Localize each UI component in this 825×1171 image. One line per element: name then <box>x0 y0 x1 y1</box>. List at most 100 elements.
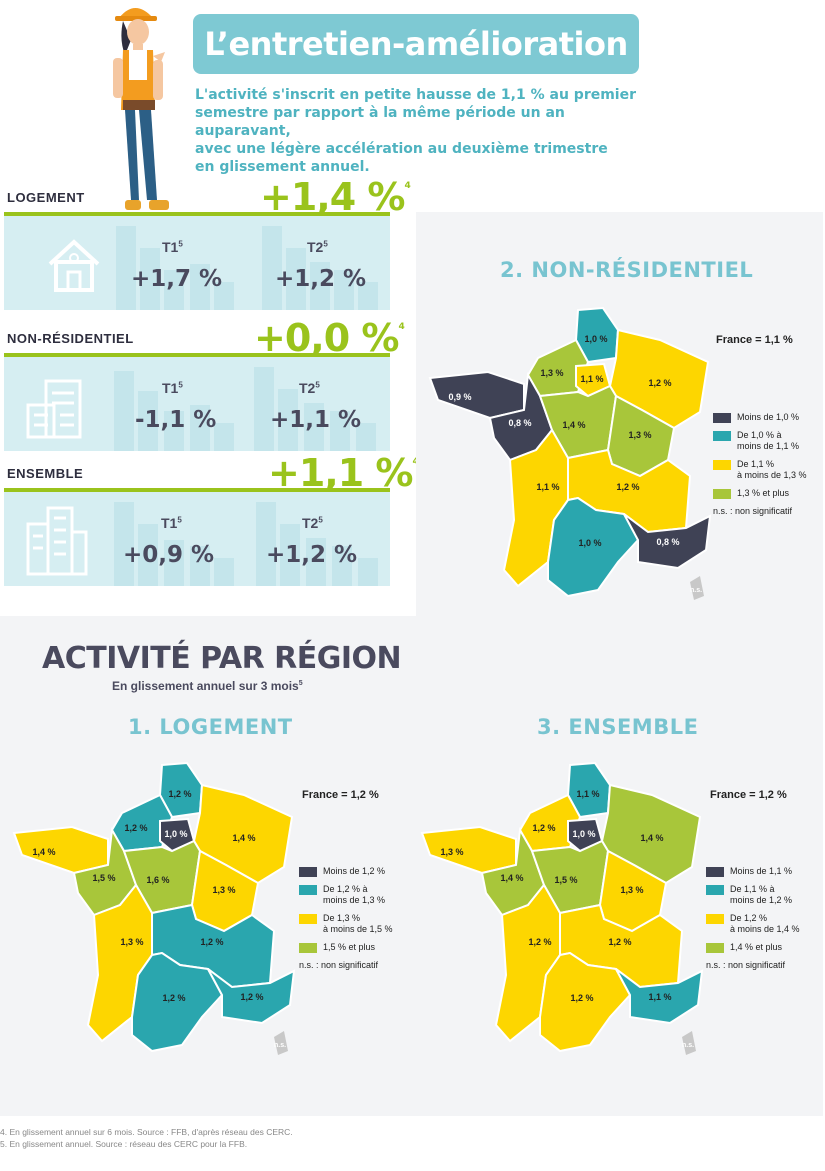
kpi-divider <box>4 353 390 357</box>
region-value-idf: 1,1 % <box>580 374 603 384</box>
region-bre <box>428 370 525 420</box>
corsica-label: n.s. <box>690 587 702 594</box>
legend-swatch <box>706 885 724 895</box>
corsica-label: n.s. <box>274 1042 286 1049</box>
legend-label: De 1,1 % à moins de 1,2 % <box>730 884 793 905</box>
t1-value: -1,1 % <box>135 407 217 433</box>
t1-value: +1,7 % <box>131 266 223 292</box>
region-value-ge: 1,4 % <box>232 833 255 843</box>
section-subtitle: En glissement annuel sur 3 mois5 <box>112 679 303 693</box>
city-buildings-icon <box>26 506 88 576</box>
france-map-nonres: 1,0 % 1,3 % 1,1 % 1,2 % 0,9 % 0,8 % 1,4 % 1,3 %… <box>428 306 712 600</box>
region-value-nor: 1,2 % <box>532 823 555 833</box>
legend-item: 1,4 % et plus <box>706 942 816 953</box>
legend-label: Moins de 1,0 % <box>737 412 800 422</box>
region-value-bfc: 1,3 % <box>628 430 651 440</box>
legend-swatch <box>299 867 317 877</box>
region-value-bre: 1,3 % <box>440 847 463 857</box>
map-title-ensemble: 3. ENSEMBLE <box>537 715 699 739</box>
region-value-na: 1,3 % <box>120 937 143 947</box>
region-occ <box>131 951 224 1053</box>
region-value-ge: 1,4 % <box>640 833 663 843</box>
legend-swatch <box>713 460 731 470</box>
region-bre <box>420 825 517 875</box>
kpi-label-ensemble: ENSEMBLE <box>7 466 84 481</box>
kpi-label-logement: LOGEMENT <box>7 190 85 205</box>
legend-label: Moins de 1,1 % <box>730 866 793 876</box>
region-paca <box>207 968 296 1025</box>
legend-ensemble: Moins de 1,1 % De 1,1 % à moins de 1,2 % De… <box>706 866 816 970</box>
office-building-icon <box>26 379 82 439</box>
legend-swatch <box>713 413 731 423</box>
region-bre <box>12 825 109 875</box>
intro-text: L'activité s'inscrit en petite hausse de… <box>195 87 636 175</box>
t1-label: T15 <box>162 380 183 396</box>
section-title: ACTIVITÉ PAR RÉGION <box>42 641 402 676</box>
legend-label: 1,4 % et plus <box>730 942 783 952</box>
region-value-hdf: 1,2 % <box>168 789 191 799</box>
t1-label: T15 <box>161 515 182 531</box>
region-value-na: 1,1 % <box>536 482 559 492</box>
kpi-divider <box>4 212 390 216</box>
region-value-pdl: 1,5 % <box>92 873 115 883</box>
legend-item: Moins de 1,2 % <box>299 866 409 877</box>
map-title-nonres: 2. NON-RÉSIDENTIEL <box>500 258 754 282</box>
region-paca <box>623 513 712 570</box>
legend-label: De 1,1 % à moins de 1,3 % <box>737 459 807 480</box>
legend-item: 1,3 % et plus <box>713 488 818 499</box>
legend-item: De 1,2 % à moins de 1,4 % <box>706 913 816 935</box>
legend-label: 1,3 % et plus <box>737 488 790 498</box>
region-occ <box>547 496 640 598</box>
region-value-hdf: 1,1 % <box>576 789 599 799</box>
kpi-value-logement: +1,4 %4 <box>260 175 411 219</box>
legend-item: De 1,2 % à moins de 1,3 % <box>299 884 409 906</box>
region-value-ara: 1,2 % <box>608 937 631 947</box>
legend-ns-note: n.s. : non significatif <box>713 506 793 516</box>
legend-label: Moins de 1,2 % <box>323 866 386 876</box>
corsica <box>274 1031 288 1055</box>
region-value-cvl: 1,6 % <box>146 875 169 885</box>
legend-swatch <box>713 431 731 441</box>
map-title-logement: 1. LOGEMENT <box>128 715 293 739</box>
corsica <box>690 576 704 600</box>
t2-value: +1,2 % <box>275 266 367 292</box>
region-paca <box>615 968 704 1025</box>
region-value-nor: 1,2 % <box>124 823 147 833</box>
t2-label: T25 <box>302 515 323 531</box>
region-value-paca: 1,2 % <box>240 992 263 1002</box>
kpi-value-nonres: +0,0 %4 <box>254 316 405 360</box>
corsica-label: n.s. <box>682 1042 694 1049</box>
region-value-pdl: 0,8 % <box>508 418 531 428</box>
page-title: L’entretien-amélioration <box>193 14 639 74</box>
region-value-paca: 0,8 % <box>656 537 679 547</box>
region-value-bfc: 1,3 % <box>212 885 235 895</box>
legend-item: De 1,0 % à moins de 1,1 % <box>713 430 818 452</box>
region-value-cvl: 1,5 % <box>554 875 577 885</box>
france-map-ensemble: 1,1 % 1,2 % 1,0 % 1,4 % 1,3 % 1,4 % 1,5 % 1,3 %… <box>420 761 704 1055</box>
legend-item: De 1,1 % à moins de 1,3 % <box>713 459 818 481</box>
region-value-paca: 1,1 % <box>648 992 671 1002</box>
region-value-idf: 1,0 % <box>572 829 595 839</box>
legend-swatch <box>706 914 724 924</box>
legend-ns-note: n.s. : non significatif <box>299 960 379 970</box>
legend-swatch <box>706 867 724 877</box>
corsica <box>682 1031 696 1055</box>
legend-label: De 1,0 % à moins de 1,1 % <box>737 430 800 451</box>
t2-value: +1,1 % <box>270 407 362 433</box>
france-average-logement: France = 1,2 % <box>302 789 379 801</box>
legend-item: Moins de 1,0 % <box>713 412 818 423</box>
t1-label: T15 <box>162 239 183 255</box>
legend-item: Moins de 1,1 % <box>706 866 816 877</box>
legend-swatch <box>299 943 317 953</box>
legend-item: De 1,3 % à moins de 1,5 % <box>299 913 409 935</box>
france-map-logement: 1,2 % 1,2 % 1,0 % 1,4 % 1,4 % 1,5 % 1,6 % 1,3 %… <box>12 761 296 1055</box>
legend-nonres: Moins de 1,0 % De 1,0 % à moins de 1,1 % De… <box>713 412 818 516</box>
region-value-occ: 1,2 % <box>570 993 593 1003</box>
region-value-bfc: 1,3 % <box>620 885 643 895</box>
t1-value: +0,9 % <box>123 542 215 568</box>
legend-item: 1,5 % et plus <box>299 942 409 953</box>
region-value-na: 1,2 % <box>528 937 551 947</box>
kpi-panel-ensemble: T15 +0,9 % T25 +1,2 % <box>4 492 390 586</box>
house-icon <box>48 239 100 292</box>
footnotes: 4. En glissement annuel sur 6 mois. Sour… <box>0 1127 293 1149</box>
